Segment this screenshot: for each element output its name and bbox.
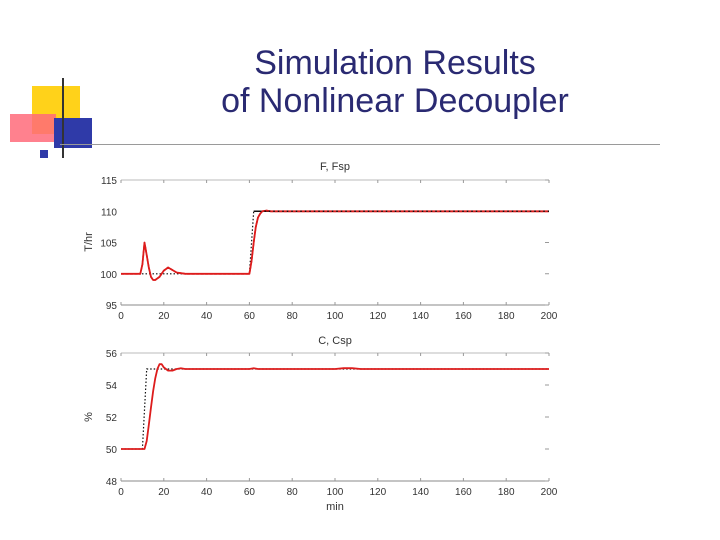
chart2-xtick-label: 200 bbox=[541, 487, 558, 498]
chart2-xtick-label: 120 bbox=[369, 487, 386, 498]
chart1-xtick-label: 80 bbox=[287, 311, 299, 322]
chart1-ytick-label: 105 bbox=[100, 239, 117, 250]
chart1-xtick-label: 20 bbox=[158, 311, 170, 322]
chart2-title: C, Csp bbox=[318, 335, 352, 347]
chart2-response-line bbox=[121, 363, 549, 450]
slide-title-line1: Simulation Results bbox=[254, 44, 536, 82]
chart2-ytick-label: 50 bbox=[106, 445, 118, 456]
chart1-xtick-label: 120 bbox=[369, 311, 386, 322]
chart1-ylabel: T/hr bbox=[83, 232, 95, 252]
chart2-setpoint-line bbox=[121, 368, 549, 450]
chart1-xtick-label: 40 bbox=[201, 311, 213, 322]
title-rule bbox=[60, 144, 660, 145]
slide-title: Simulation Results of Nonlinear Decouple… bbox=[150, 44, 640, 120]
chart2-ylabel: % bbox=[83, 412, 95, 422]
chart1-response-line-overlay bbox=[121, 209, 549, 281]
chart2-xtick-label: 40 bbox=[201, 487, 213, 498]
chart2-ytick-label: 54 bbox=[106, 381, 118, 392]
deco-vertical-line bbox=[62, 78, 64, 158]
chart2-xtick-label: 0 bbox=[118, 487, 124, 498]
chart2-xtick-label: 100 bbox=[327, 487, 344, 498]
chart1-xtick-label: 140 bbox=[412, 311, 429, 322]
chart1-ytick-label: 100 bbox=[100, 270, 117, 281]
chart2-xlabel: min bbox=[326, 501, 344, 513]
chart1-response-line bbox=[121, 209, 549, 281]
deco-pink-square bbox=[10, 114, 56, 142]
chart1-title: F, Fsp bbox=[320, 161, 350, 173]
chart1-ytick-label: 110 bbox=[101, 207, 117, 218]
chart2-xtick-label: 80 bbox=[287, 487, 299, 498]
chart1-xtick-label: 60 bbox=[244, 311, 256, 322]
chart1-xtick-label: 180 bbox=[498, 311, 515, 322]
chart2-xtick-label: 60 bbox=[244, 487, 256, 498]
slide-title-line2: of Nonlinear Decoupler bbox=[221, 82, 569, 120]
chart1-xtick-label: 100 bbox=[327, 311, 344, 322]
chart2-xtick-label: 180 bbox=[498, 487, 515, 498]
chart2-xtick-label: 140 bbox=[412, 487, 429, 498]
chart1-setpoint-line bbox=[121, 210, 549, 275]
chart1-xtick-label: 200 bbox=[541, 311, 558, 322]
chart2-ytick-label: 48 bbox=[106, 477, 118, 488]
chart2-ytick-label: 56 bbox=[106, 349, 118, 360]
chart2-xtick-label: 160 bbox=[455, 487, 472, 498]
deco-blue-dot bbox=[40, 150, 48, 158]
chart1-xtick-label: 160 bbox=[455, 311, 472, 322]
chart1-ytick-label: 95 bbox=[106, 301, 118, 312]
deco-blue-square bbox=[54, 118, 92, 148]
chart1-xtick-label: 0 bbox=[118, 311, 124, 322]
chart2-xtick-label: 20 bbox=[158, 487, 170, 498]
chart2-ytick-label: 52 bbox=[106, 413, 118, 424]
chart1-ytick-label: 115 bbox=[101, 176, 117, 187]
